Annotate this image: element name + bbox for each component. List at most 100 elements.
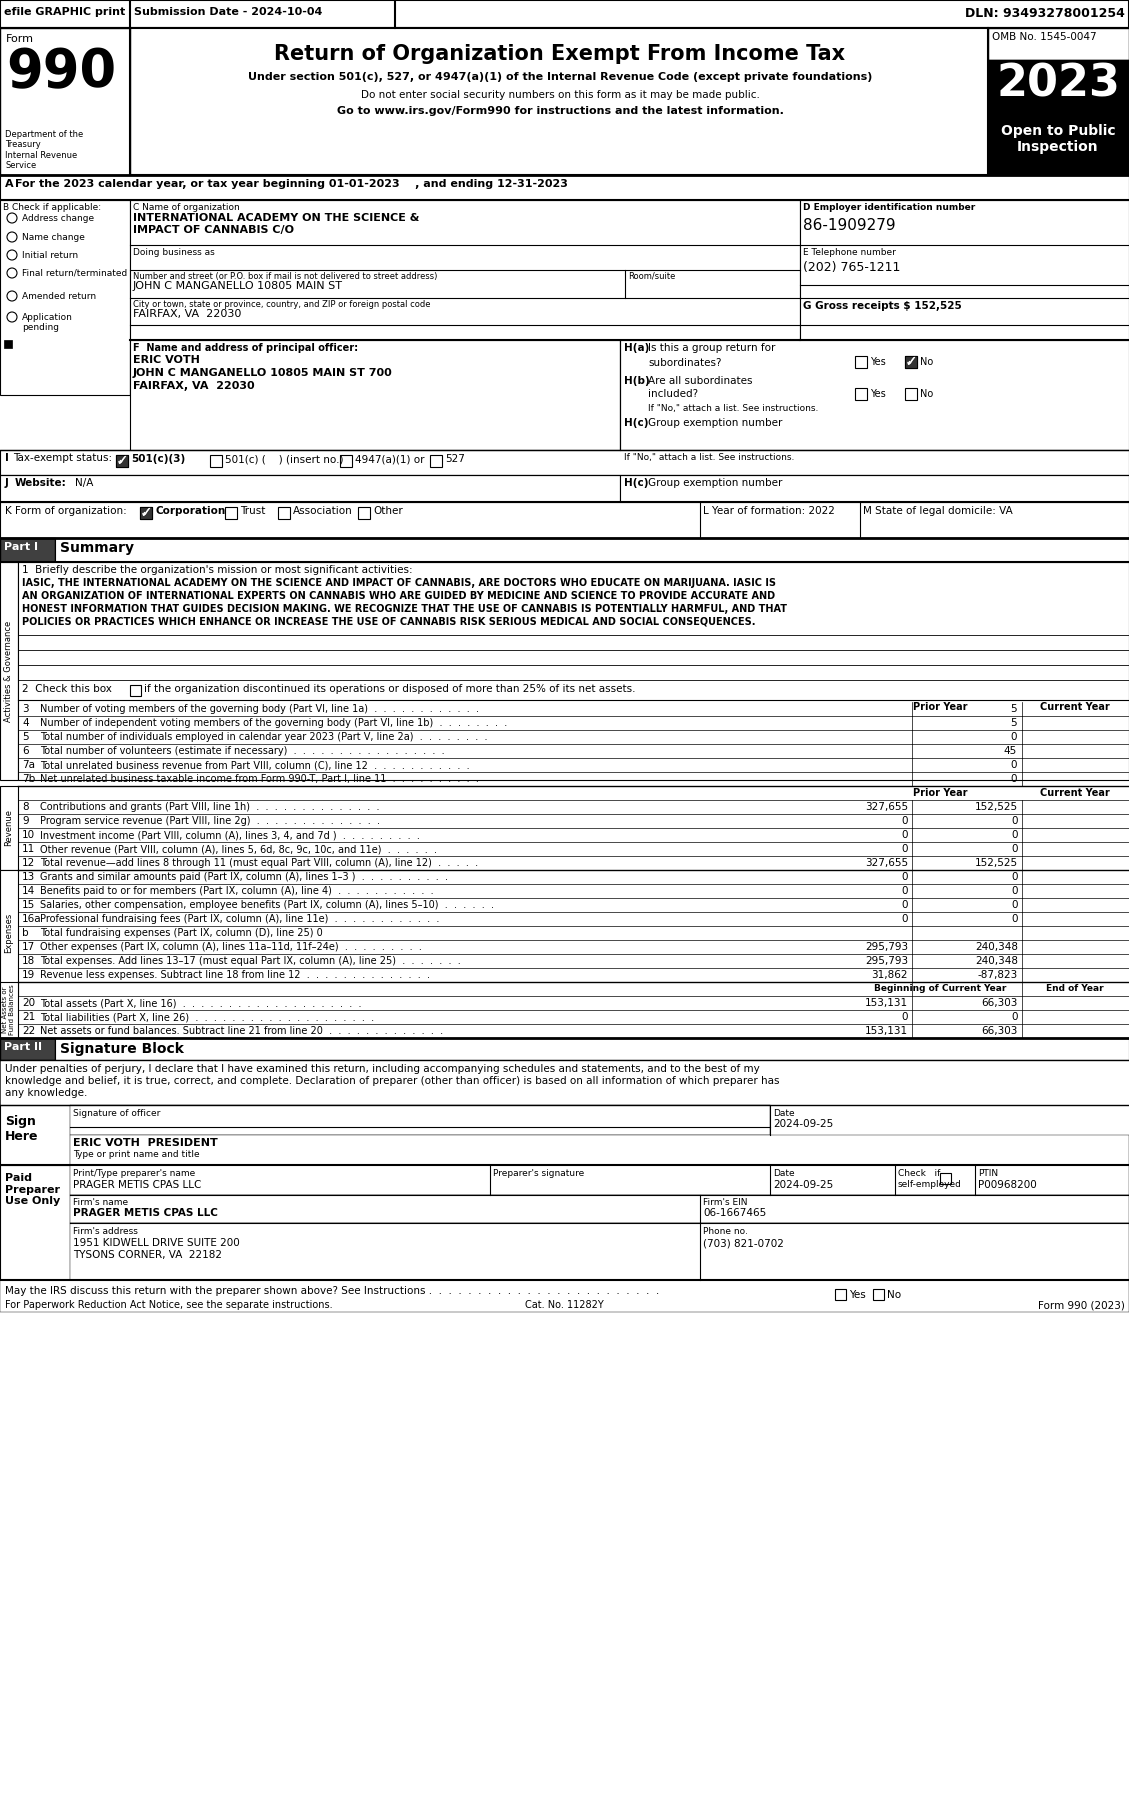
- Text: Part II: Part II: [5, 1042, 42, 1051]
- Text: 0: 0: [1010, 760, 1017, 769]
- Text: Open to Public
Inspection: Open to Public Inspection: [1000, 124, 1115, 155]
- Bar: [905, 387, 917, 400]
- Bar: [358, 508, 370, 518]
- Bar: [130, 200, 800, 395]
- Text: 06-1667465: 06-1667465: [703, 1208, 767, 1219]
- Text: Room/suite: Room/suite: [628, 273, 675, 280]
- Text: 0: 0: [1012, 871, 1018, 882]
- Bar: [0, 562, 18, 780]
- Text: Current Year: Current Year: [1040, 788, 1110, 799]
- Bar: [130, 686, 141, 697]
- Text: 7a: 7a: [21, 760, 35, 769]
- Text: -87,823: -87,823: [978, 970, 1018, 980]
- Text: 20: 20: [21, 999, 35, 1008]
- Text: 527: 527: [445, 455, 465, 464]
- Bar: [905, 357, 917, 367]
- Bar: [835, 1290, 846, 1301]
- Text: 4: 4: [21, 719, 28, 728]
- Bar: [620, 340, 1129, 449]
- Bar: [70, 1195, 1129, 1222]
- Text: D Employer identification number: D Employer identification number: [803, 204, 975, 213]
- Text: 327,655: 327,655: [865, 859, 908, 868]
- Bar: [0, 27, 130, 175]
- Bar: [210, 455, 222, 467]
- Bar: [0, 449, 1129, 475]
- Bar: [0, 502, 1129, 538]
- Text: 0: 0: [1012, 829, 1018, 840]
- Text: Sign
Here: Sign Here: [5, 1115, 38, 1142]
- Text: Cat. No. 11282Y: Cat. No. 11282Y: [525, 1301, 603, 1310]
- Text: Signature Block: Signature Block: [60, 1042, 184, 1057]
- Bar: [130, 340, 620, 449]
- Text: Go to www.irs.gov/Form990 for instructions and the latest information.: Go to www.irs.gov/Form990 for instructio…: [336, 106, 784, 116]
- Text: Doing business as: Doing business as: [133, 247, 215, 256]
- Text: b: b: [21, 928, 28, 939]
- Text: FAIRFAX, VA  22030: FAIRFAX, VA 22030: [133, 380, 255, 391]
- Text: 1951 KIDWELL DRIVE SUITE 200: 1951 KIDWELL DRIVE SUITE 200: [73, 1239, 239, 1248]
- Text: self-employed: self-employed: [898, 1181, 962, 1190]
- Bar: [855, 387, 867, 400]
- Text: 0: 0: [901, 844, 908, 853]
- Text: Firm's address: Firm's address: [73, 1228, 138, 1235]
- Bar: [905, 357, 917, 367]
- Text: ✓: ✓: [141, 506, 151, 520]
- Bar: [55, 1039, 1129, 1060]
- Text: 5: 5: [21, 731, 28, 742]
- Text: Group exemption number: Group exemption number: [648, 478, 782, 487]
- Text: Total number of volunteers (estimate if necessary)  .  .  .  .  .  .  .  .  .  .: Total number of volunteers (estimate if …: [40, 746, 445, 757]
- Text: Do not enter social security numbers on this form as it may be made public.: Do not enter social security numbers on …: [360, 89, 760, 100]
- Text: City or town, state or province, country, and ZIP or foreign postal code: City or town, state or province, country…: [133, 300, 430, 309]
- Text: Total revenue—add lines 8 through 11 (must equal Part VIII, column (A), line 12): Total revenue—add lines 8 through 11 (mu…: [40, 859, 478, 868]
- Bar: [225, 508, 237, 518]
- Text: Firm's name: Firm's name: [73, 1199, 128, 1208]
- Text: 0: 0: [1010, 775, 1017, 784]
- Text: Signature of officer: Signature of officer: [73, 1110, 160, 1119]
- Bar: [0, 475, 620, 502]
- Text: 15: 15: [21, 900, 35, 910]
- Text: OMB No. 1545-0047: OMB No. 1545-0047: [992, 33, 1096, 42]
- Text: 2024-09-25: 2024-09-25: [773, 1181, 833, 1190]
- Text: If "No," attach a list. See instructions.: If "No," attach a list. See instructions…: [624, 453, 795, 462]
- Text: PTIN: PTIN: [978, 1170, 998, 1179]
- Text: Amended return: Amended return: [21, 293, 96, 300]
- Text: F  Name and address of principal officer:: F Name and address of principal officer:: [133, 344, 358, 353]
- Text: 153,131: 153,131: [865, 1026, 908, 1037]
- Text: Contributions and grants (Part VIII, line 1h)  .  .  .  .  .  .  .  .  .  .  .  : Contributions and grants (Part VIII, lin…: [40, 802, 379, 811]
- Text: Form: Form: [6, 35, 34, 44]
- Text: Other revenue (Part VIII, column (A), lines 5, 6d, 8c, 9c, 10c, and 11e)  .  .  : Other revenue (Part VIII, column (A), li…: [40, 844, 437, 853]
- Text: 86-1909279: 86-1909279: [803, 218, 895, 233]
- Text: C Name of organization: C Name of organization: [133, 204, 239, 213]
- Text: JOHN C MANGANELLO 10805 MAIN ST: JOHN C MANGANELLO 10805 MAIN ST: [133, 280, 343, 291]
- Text: Print/Type preparer's name: Print/Type preparer's name: [73, 1170, 195, 1179]
- Text: 1  Briefly describe the organization's mission or most significant activities:: 1 Briefly describe the organization's mi…: [21, 566, 412, 575]
- Text: Total assets (Part X, line 16)  .  .  .  .  .  .  .  .  .  .  .  .  .  .  .  .  : Total assets (Part X, line 16) . . . . .…: [40, 999, 361, 1008]
- Text: 990: 990: [6, 45, 116, 98]
- Text: Number of independent voting members of the governing body (Part VI, line 1b)  .: Number of independent voting members of …: [40, 719, 507, 728]
- Text: Paid
Preparer
Use Only: Paid Preparer Use Only: [5, 1173, 60, 1206]
- Text: A: A: [5, 178, 14, 189]
- Text: K Form of organization:: K Form of organization:: [5, 506, 126, 517]
- Text: HONEST INFORMATION THAT GUIDES DECISION MAKING. WE RECOGNIZE THAT THE USE OF CAN: HONEST INFORMATION THAT GUIDES DECISION …: [21, 604, 787, 615]
- Text: Prior Year: Prior Year: [912, 702, 968, 711]
- Text: Total fundraising expenses (Part IX, column (D), line 25) 0: Total fundraising expenses (Part IX, col…: [40, 928, 323, 939]
- Text: PRAGER METIS CPAS LLC: PRAGER METIS CPAS LLC: [73, 1181, 201, 1190]
- Bar: [0, 1060, 1129, 1104]
- Text: Under penalties of perjury, I declare that I have examined this return, includin: Under penalties of perjury, I declare th…: [5, 1064, 760, 1073]
- Text: 0: 0: [1012, 913, 1018, 924]
- Text: 12: 12: [21, 859, 35, 868]
- Text: 0: 0: [1012, 900, 1018, 910]
- Text: Net unrelated business taxable income from Form 990-T, Part I, line 11  .  .  . : Net unrelated business taxable income fr…: [40, 775, 479, 784]
- Text: ✓: ✓: [905, 355, 917, 369]
- Text: any knowledge.: any knowledge.: [5, 1088, 87, 1099]
- Text: Yes: Yes: [870, 389, 886, 398]
- Text: 8: 8: [21, 802, 28, 811]
- Text: E Telephone number: E Telephone number: [803, 247, 896, 256]
- Text: PRAGER METIS CPAS LLC: PRAGER METIS CPAS LLC: [73, 1208, 218, 1219]
- Bar: [940, 1173, 951, 1184]
- Text: Initial return: Initial return: [21, 251, 78, 260]
- Text: 11: 11: [21, 844, 35, 853]
- Bar: [278, 508, 290, 518]
- Bar: [430, 455, 441, 467]
- Text: 10: 10: [21, 829, 35, 840]
- Text: Other expenses (Part IX, column (A), lines 11a–11d, 11f–24e)  .  .  .  .  .  .  : Other expenses (Part IX, column (A), lin…: [40, 942, 422, 951]
